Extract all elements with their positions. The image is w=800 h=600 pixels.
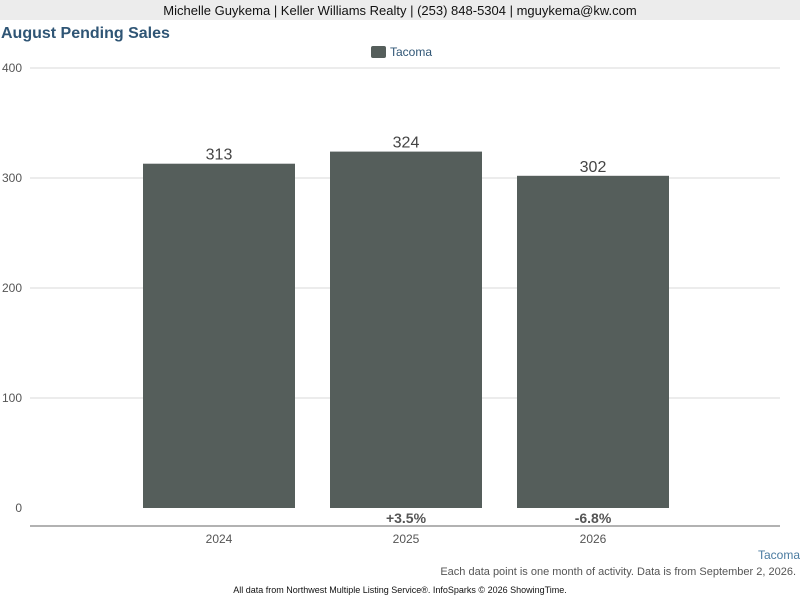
- x-tick-label: 2024: [206, 532, 233, 546]
- bar: [143, 163, 295, 508]
- legend-swatch: [371, 46, 386, 58]
- x-tick-label: 2025: [393, 532, 420, 546]
- bar-value-label: 313: [206, 147, 233, 164]
- legend-label: Tacoma: [390, 45, 433, 59]
- y-tick-label: 300: [2, 171, 22, 185]
- chart-title: August Pending Sales: [1, 25, 170, 42]
- y-tick-label: 0: [15, 501, 22, 515]
- agent-contact-bar: Michelle Guykema | Keller Williams Realt…: [0, 0, 800, 20]
- y-tick-label: 400: [2, 61, 22, 75]
- bar: [517, 175, 669, 509]
- data-credits: All data from Northwest Multiple Listing…: [233, 585, 567, 595]
- y-tick-label: 200: [2, 281, 22, 295]
- series-tag: Tacoma: [757, 548, 800, 562]
- data-footnote: Each data point is one month of activity…: [440, 566, 796, 578]
- legend[interactable]: Tacoma: [371, 45, 432, 59]
- percent-change-label: -6.8%: [575, 510, 612, 526]
- bar-value-label: 324: [393, 135, 420, 152]
- bar: [330, 151, 482, 508]
- x-tick-label: 2026: [580, 532, 607, 546]
- bar-value-label: 302: [580, 159, 607, 176]
- percent-change-label: +3.5%: [386, 510, 427, 526]
- y-tick-label: 100: [2, 391, 22, 405]
